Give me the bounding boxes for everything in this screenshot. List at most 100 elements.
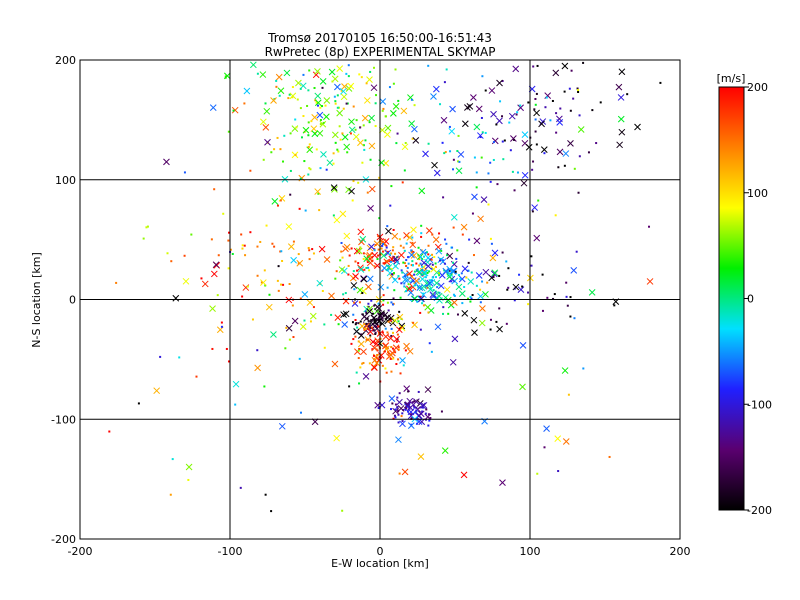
data-point-dot [382,311,385,314]
data-point-dot [303,319,306,322]
data-point-cross [283,69,291,77]
data-point-dot [576,87,579,90]
data-point-cross [427,286,434,293]
data-point-dot [307,173,310,176]
data-point-dot [489,328,492,331]
data-point-dot [354,323,357,326]
data-point-dot [424,284,427,287]
data-point-cross [289,92,297,100]
data-point-dot [384,367,387,370]
data-point-dot [357,349,360,352]
data-point-cross [562,150,570,157]
data-point-dot [390,334,393,337]
data-point-dot [407,262,410,265]
data-point-dot [392,331,395,334]
data-point-cross [449,105,456,113]
data-point-dot [440,410,443,413]
data-point-dot [365,322,368,325]
data-point-dot [419,311,422,314]
data-point-dot [379,353,382,356]
data-point-cross [314,188,322,195]
data-point-dot [534,118,537,121]
data-point-dot [480,156,483,159]
data-point-cross [314,92,322,100]
data-point-dot [298,207,301,210]
data-point-dot [362,252,365,255]
data-point-dot [404,142,407,145]
data-point-dot [395,340,398,343]
data-point-dot [438,232,441,235]
data-point-cross [367,205,374,212]
data-point-dot [360,333,363,336]
data-point-cross [443,286,451,293]
data-point-dot [346,102,349,105]
data-point-dot [422,304,425,307]
data-point-dot [578,114,581,117]
data-point-cross [444,296,452,304]
y-tick-label: 100 [55,174,76,187]
data-point-cross [328,292,335,300]
data-point-dot [407,283,410,286]
data-point-dot [425,251,428,254]
data-point-dot [340,250,343,253]
data-point-cross [543,425,550,432]
data-point-dot [394,416,397,419]
data-point-dot [217,254,220,257]
data-point-dot [412,321,415,324]
data-point-cross [223,72,231,80]
data-point-dot [211,347,214,350]
data-point-dot [659,81,662,84]
data-point-dot [299,297,302,300]
data-point-dot [402,246,405,249]
data-point-dot [373,249,376,252]
data-point-dot [361,362,364,365]
data-point-cross [353,328,360,335]
data-point-dot [241,247,244,250]
data-point-cross [340,93,348,101]
data-point-dot [445,68,448,71]
data-point-dot [401,420,404,423]
data-point-cross [477,132,484,139]
colorbar-tick-label: -200 [747,504,772,517]
data-point-cross [296,259,304,267]
data-point-cross [359,235,367,243]
data-point-dot [442,306,445,309]
data-point-cross [360,348,367,356]
data-point-dot [382,303,385,306]
data-point-dot [441,259,444,262]
data-point-dot [227,267,230,270]
data-point-dot [316,104,319,107]
data-point-dot [473,156,476,159]
data-point-dot [276,279,279,282]
data-point-dot [377,407,380,410]
data-point-cross [377,283,385,291]
data-point-dot [392,297,395,300]
data-point-dot [390,301,393,304]
data-point-cross [278,194,286,202]
data-point-dot [380,253,383,256]
data-point-dot [386,225,389,228]
data-point-dot [410,423,413,426]
data-point-dot [331,80,334,83]
data-point-dot [334,100,337,103]
data-point-cross [461,310,469,317]
data-point-dot [413,104,416,107]
data-point-dot [443,81,446,84]
data-point-dot [404,408,407,411]
data-point-cross [391,317,399,324]
data-point-dot [284,347,287,350]
data-point-cross [285,324,293,332]
data-point-dot [400,282,403,285]
data-point-dot [376,353,379,356]
data-point-cross [392,262,399,270]
data-point-cross [544,92,552,99]
data-point-dot [275,79,278,82]
data-point-dot [319,123,322,126]
data-point-dot [569,315,572,318]
data-point-dot [416,268,419,271]
data-point-dot [285,326,288,329]
data-point-dot [348,385,351,388]
data-point-dot [507,286,510,289]
data-point-cross [512,283,520,291]
data-point-cross [182,277,190,285]
